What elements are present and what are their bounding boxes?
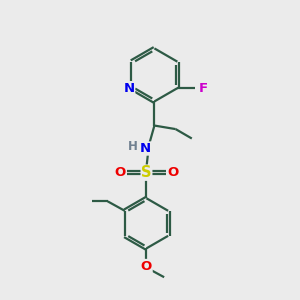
- Text: S: S: [141, 165, 152, 180]
- Text: O: O: [167, 166, 178, 179]
- Text: O: O: [114, 166, 126, 179]
- Text: F: F: [199, 82, 208, 95]
- Text: O: O: [141, 260, 152, 272]
- Text: N: N: [124, 82, 135, 95]
- Text: N: N: [140, 142, 151, 155]
- Text: H: H: [128, 140, 138, 153]
